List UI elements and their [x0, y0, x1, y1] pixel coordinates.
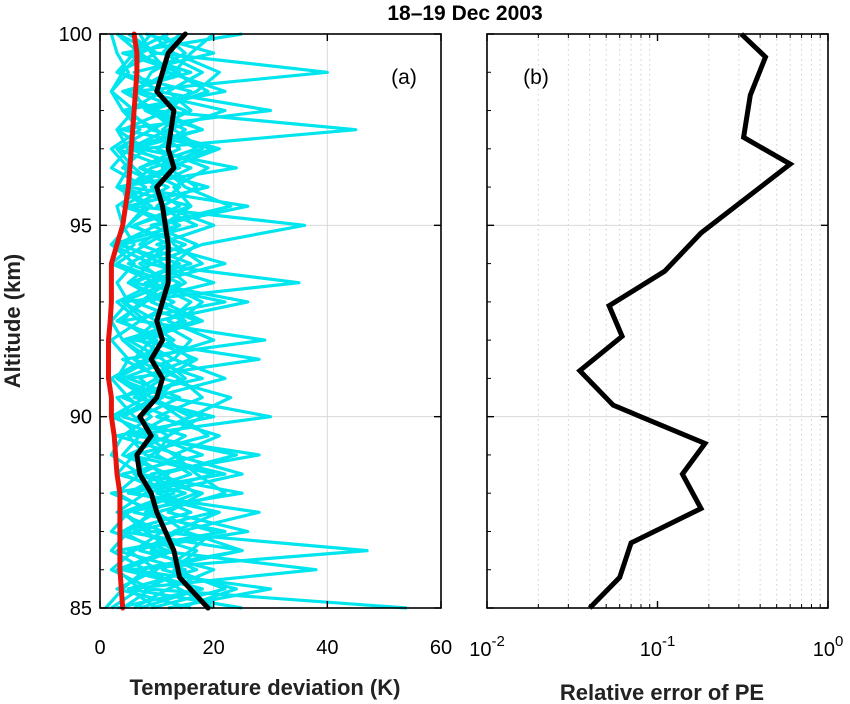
x-tick-label-b: 100	[813, 633, 844, 661]
x-axis-label-b: Relative error of PE	[560, 680, 764, 704]
x-tick-base: 10	[640, 639, 662, 661]
mean-profile-line	[134, 31, 211, 611]
panel-a-frame	[99, 33, 442, 609]
x-tick-base: 10	[469, 639, 491, 661]
relative-error-line	[576, 32, 795, 610]
y-tick-label: 85	[70, 598, 92, 620]
individual-profile-line	[109, 32, 187, 610]
x-tick-base: 10	[813, 639, 835, 661]
y-axis-label: Altitude (km)	[0, 254, 25, 388]
x-tick-label-a: 60	[430, 637, 452, 659]
median-profile-line	[106, 31, 140, 611]
y-tick-label: 95	[70, 215, 92, 237]
y-tick-label: 90	[70, 407, 92, 429]
x-tick-exponent: -2	[491, 633, 504, 650]
panel-b-ticks: 10-2 10-1 100	[469, 33, 844, 661]
x-tick-label-a: 0	[94, 637, 105, 659]
x-tick-label-a: 20	[203, 637, 225, 659]
panel-b-grid	[487, 34, 828, 608]
panel-a-ticks: 0 20 40 60 85 90 95 100	[59, 24, 453, 659]
individual-profile-line	[121, 32, 261, 610]
x-tick-exponent: 0	[835, 633, 843, 650]
individual-profile-line	[115, 32, 250, 610]
panel-a-label: (a)	[391, 66, 417, 89]
x-tick-label-a: 40	[316, 637, 338, 659]
y-tick-label: 100	[59, 24, 92, 46]
panel-a-individual-profiles	[104, 32, 408, 610]
individual-profile-line	[109, 32, 182, 610]
panel-a: 0 20 40 60 85 90 95 100 (a) Temperature deviati…	[0, 24, 452, 700]
panel-b-label: (b)	[523, 66, 549, 89]
panel-b: 10-2 10-1 100 (b) Relative error of PE	[469, 32, 844, 704]
panel-b-series	[576, 32, 795, 610]
x-tick-exponent: -1	[662, 633, 675, 650]
x-tick-label-b: 10-2	[469, 633, 505, 661]
x-axis-label-a: Temperature deviation (K)	[130, 675, 401, 700]
individual-profile-line	[121, 33, 221, 610]
x-tick-label-b: 10-1	[640, 633, 676, 661]
figure-title: 18–19 Dec 2003	[387, 2, 542, 25]
panel-a-series	[106, 31, 211, 611]
